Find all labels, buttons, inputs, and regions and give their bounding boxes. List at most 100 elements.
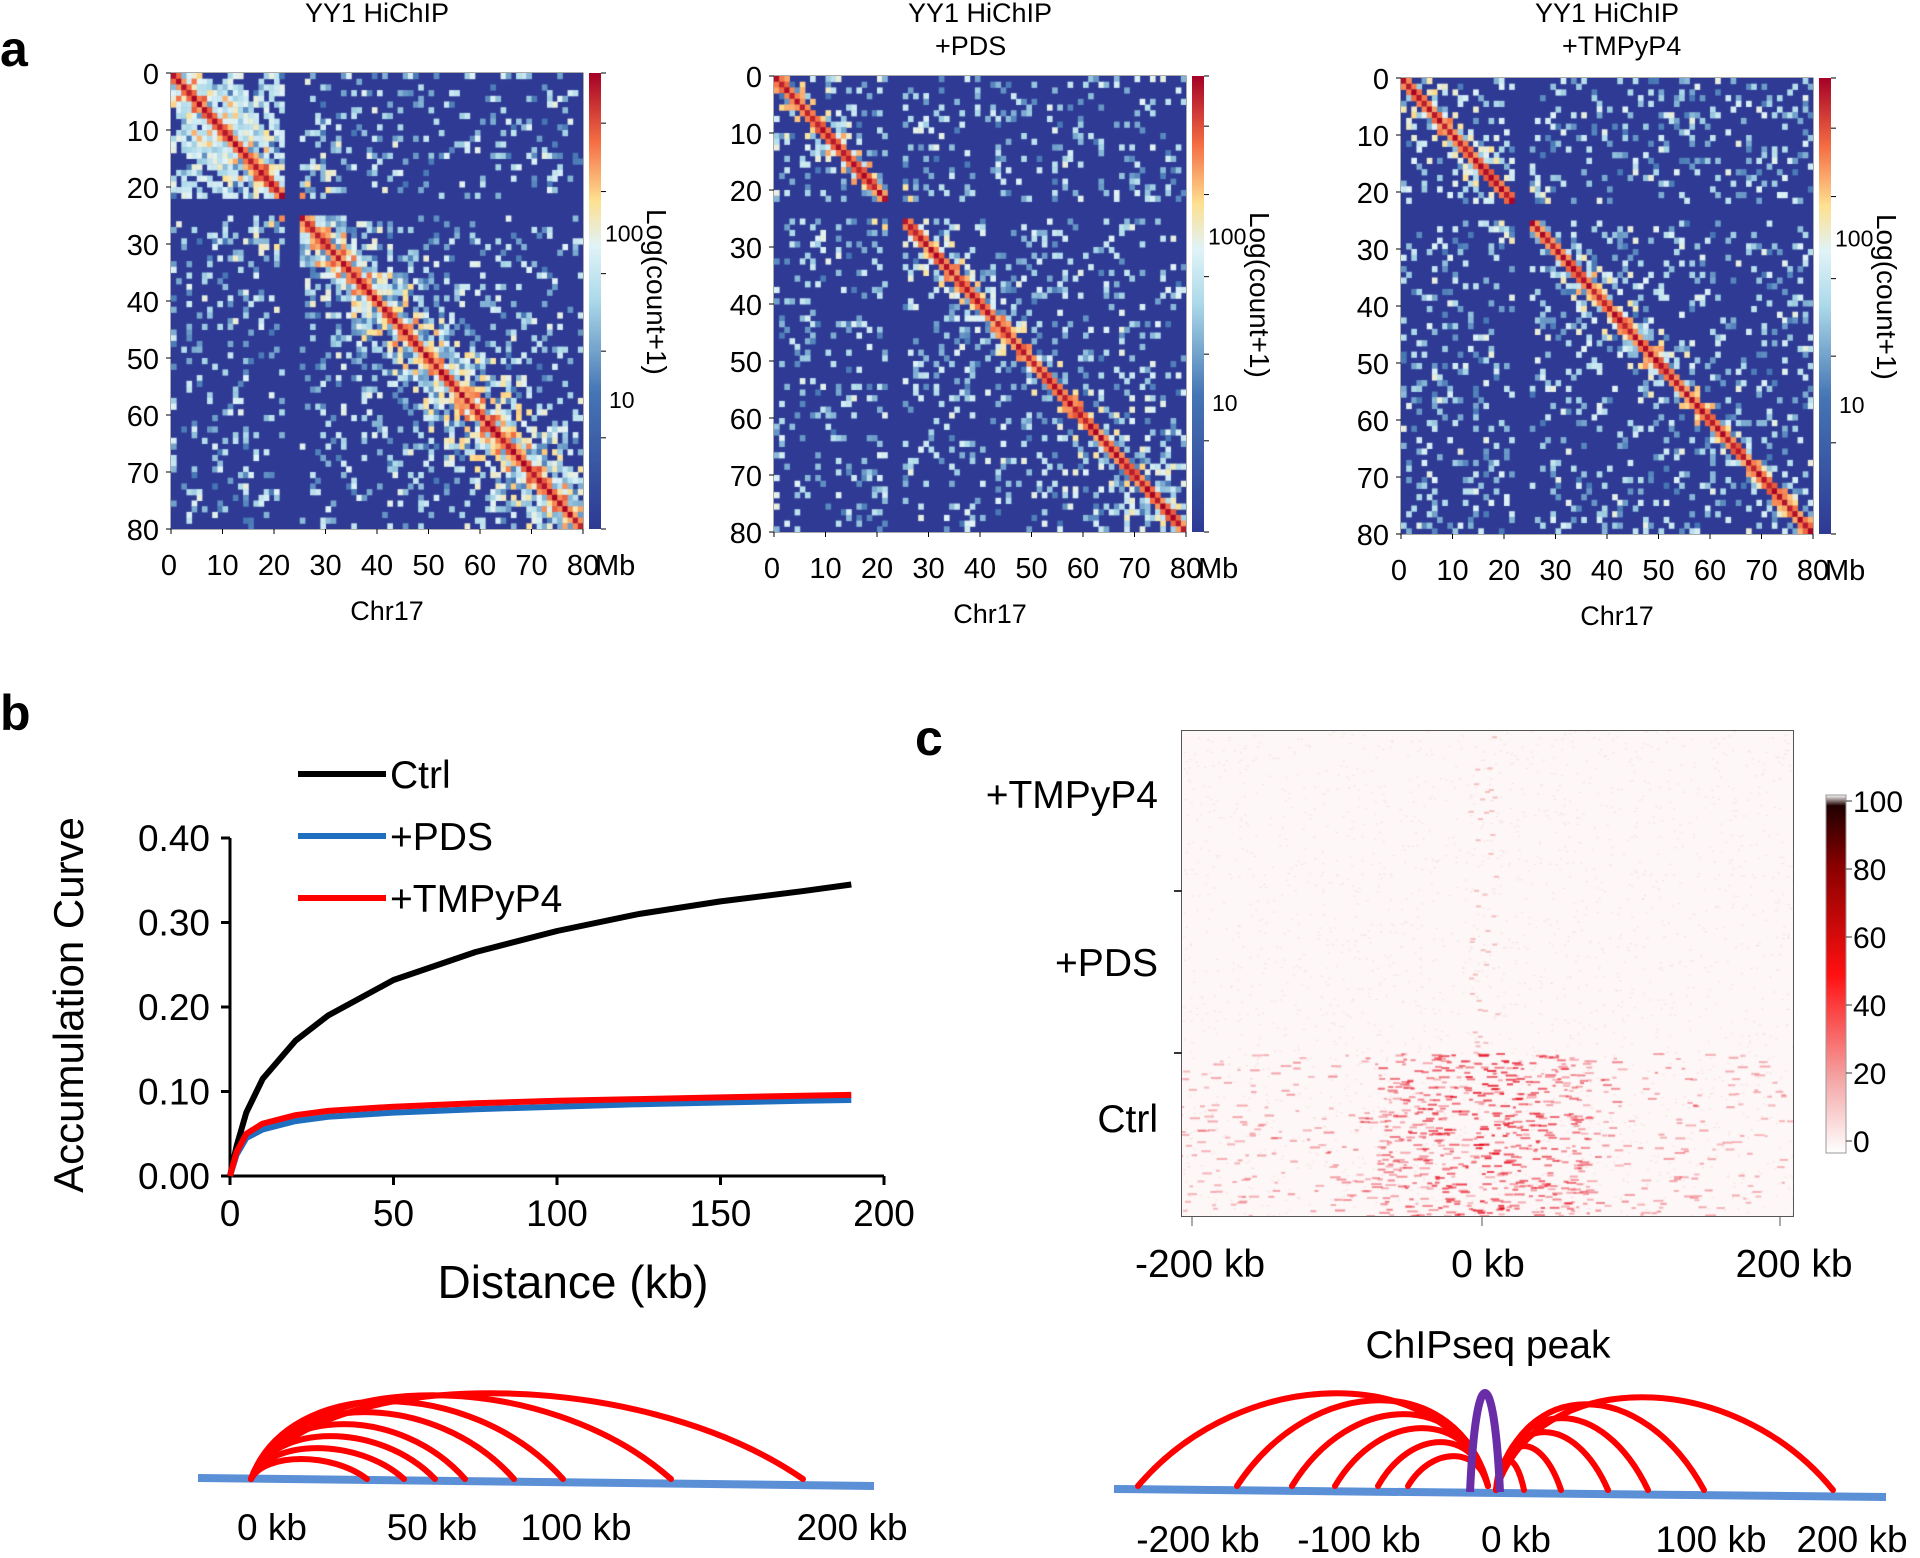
y-tick-label: 0.00 bbox=[138, 1156, 210, 1197]
x-axis-label: Chr17 bbox=[953, 599, 1027, 629]
aggregate-heatmap-canvas bbox=[1182, 731, 1793, 1216]
colorbar-label: Log(count+1) bbox=[641, 209, 672, 375]
x-axis-label: Distance (kb) bbox=[438, 1256, 709, 1308]
x-tick-label: 30 bbox=[1539, 555, 1571, 587]
x-tick-label: 0 bbox=[1391, 555, 1407, 587]
distance-label: -100 kb bbox=[1297, 1519, 1420, 1558]
unit-label: Mb bbox=[1198, 553, 1238, 585]
row-label: +TMPyP4 bbox=[986, 774, 1158, 817]
x-tick-label: 150 bbox=[690, 1193, 752, 1234]
colorbar-tick-label: 20 bbox=[1853, 1058, 1886, 1091]
heatmap-title: YY1 HiChIP bbox=[1535, 0, 1679, 28]
distance-label: 100 kb bbox=[520, 1507, 631, 1548]
unit-label: Mb bbox=[595, 550, 635, 582]
x-tick-label: 0 bbox=[220, 1193, 241, 1234]
colorbar-tick-label: 80 bbox=[1853, 854, 1886, 887]
heatmap-ctrl-canvas bbox=[171, 73, 583, 529]
x-tick-label: 200 kb bbox=[1735, 1243, 1852, 1286]
y-tick-label: 0.30 bbox=[138, 903, 210, 944]
legend-label: Ctrl bbox=[390, 754, 451, 797]
colorbar-tick-label: 0 bbox=[1853, 1126, 1870, 1159]
x-axis-label: Chr17 bbox=[350, 596, 424, 626]
x-tick-label: 80 bbox=[567, 550, 599, 582]
y-tick-label: 40 bbox=[1357, 292, 1389, 324]
colorbar-tick-label: 100 bbox=[1835, 226, 1873, 252]
y-tick-label: 0.40 bbox=[138, 818, 210, 859]
colorbar-tick-label: 40 bbox=[1853, 990, 1886, 1023]
loop-arc bbox=[248, 1390, 806, 1482]
legend-label: +PDS bbox=[390, 816, 493, 859]
heatmap-title: YY1 HiChIP bbox=[908, 0, 1052, 28]
heatmap-panels: YY1 HiChIP 0 0 10 10 20 20 30 30 40 40 50 50 60 60 70 70… bbox=[127, 0, 1902, 631]
x-tick-label: 0 bbox=[161, 550, 177, 582]
y-tick-label: 70 bbox=[730, 461, 762, 493]
colorbar-tick-label: 100 bbox=[1208, 224, 1246, 250]
x-tick-label: 200 bbox=[853, 1193, 915, 1234]
y-tick-label: 0 bbox=[1373, 64, 1389, 96]
series-line-2 bbox=[227, 1091, 852, 1177]
distance-label: 200 kb bbox=[1796, 1519, 1907, 1558]
x-tick-label: 0 kb bbox=[1451, 1243, 1525, 1286]
x-tick-label: 40 bbox=[361, 550, 393, 582]
loop-diagram-c: ChIPseq peak -200 kb -100 kb 0 kb 100 kb 200 … bbox=[1113, 1324, 1908, 1558]
baseline bbox=[197, 1474, 875, 1490]
legend-label: +TMPyP4 bbox=[390, 878, 562, 921]
x-axis-label: Chr17 bbox=[1580, 601, 1654, 631]
colorbar bbox=[589, 73, 601, 529]
heatmap-subtitle: +PDS bbox=[935, 31, 1006, 61]
y-tick-label: 30 bbox=[127, 230, 159, 262]
y-tick-label: 70 bbox=[1357, 463, 1389, 495]
x-tick-label: 60 bbox=[1694, 555, 1726, 587]
colorbar-tick-label: 10 bbox=[1212, 390, 1238, 416]
x-tick-label: 100 bbox=[526, 1193, 588, 1234]
row-label: +PDS bbox=[1055, 942, 1158, 985]
y-tick-label: 60 bbox=[127, 401, 159, 433]
distance-label: 50 kb bbox=[387, 1507, 478, 1548]
colorbar bbox=[1825, 794, 1847, 1154]
x-tick-label: 40 bbox=[1591, 555, 1623, 587]
y-tick-label: 20 bbox=[127, 173, 159, 205]
y-axis-label: Accumulation Curve bbox=[45, 817, 92, 1193]
x-tick-label: 80 bbox=[1797, 555, 1829, 587]
x-tick-label: 10 bbox=[206, 550, 238, 582]
y-tick-label: 50 bbox=[127, 344, 159, 376]
loop-arc bbox=[1405, 1453, 1491, 1489]
x-tick-label: -200 kb bbox=[1135, 1243, 1265, 1286]
panel-label-c: c bbox=[915, 710, 943, 766]
y-tick-label: 0.10 bbox=[138, 1072, 210, 1113]
colorbar-label: Log(count+1) bbox=[1244, 212, 1275, 378]
x-tick-label: 30 bbox=[309, 550, 341, 582]
y-tick-label: 30 bbox=[730, 233, 762, 265]
y-tick-label: 80 bbox=[1357, 520, 1389, 552]
y-tick-label: 0.20 bbox=[138, 987, 210, 1028]
y-tick-label: 30 bbox=[1357, 235, 1389, 267]
heatmap-title: YY1 HiChIP bbox=[305, 0, 449, 28]
x-tick-label: 20 bbox=[1488, 555, 1520, 587]
x-tick-label: 70 bbox=[1745, 555, 1777, 587]
chipseq-peak bbox=[1466, 1389, 1504, 1493]
x-tick-label: 10 bbox=[809, 553, 841, 585]
x-tick-label: 50 bbox=[373, 1193, 414, 1234]
loop-arc bbox=[1493, 1394, 1836, 1493]
y-tick-label: 50 bbox=[730, 347, 762, 379]
x-tick-label: 70 bbox=[1118, 553, 1150, 585]
distance-label: 0 kb bbox=[237, 1507, 307, 1548]
y-tick-label: 60 bbox=[730, 404, 762, 436]
y-tick-label: 20 bbox=[1357, 178, 1389, 210]
y-tick-label: 60 bbox=[1357, 406, 1389, 438]
baseline bbox=[1113, 1485, 1887, 1501]
colorbar-tick-label: 10 bbox=[609, 387, 635, 413]
y-tick-label: 0 bbox=[746, 62, 762, 94]
distance-label: 100 kb bbox=[1655, 1519, 1766, 1558]
colorbar bbox=[1819, 78, 1831, 534]
y-tick-label: 0 bbox=[143, 59, 159, 91]
x-tick-label: 80 bbox=[1170, 553, 1202, 585]
y-tick-label: 40 bbox=[127, 287, 159, 319]
y-tick-label: 70 bbox=[127, 458, 159, 490]
y-tick-label: 80 bbox=[127, 515, 159, 547]
y-tick-label: 10 bbox=[1357, 121, 1389, 153]
heatmap-subtitle: +TMPyP4 bbox=[1562, 31, 1681, 61]
heatmap-tmpyp4-canvas bbox=[1401, 78, 1813, 534]
colorbar bbox=[1192, 76, 1204, 532]
